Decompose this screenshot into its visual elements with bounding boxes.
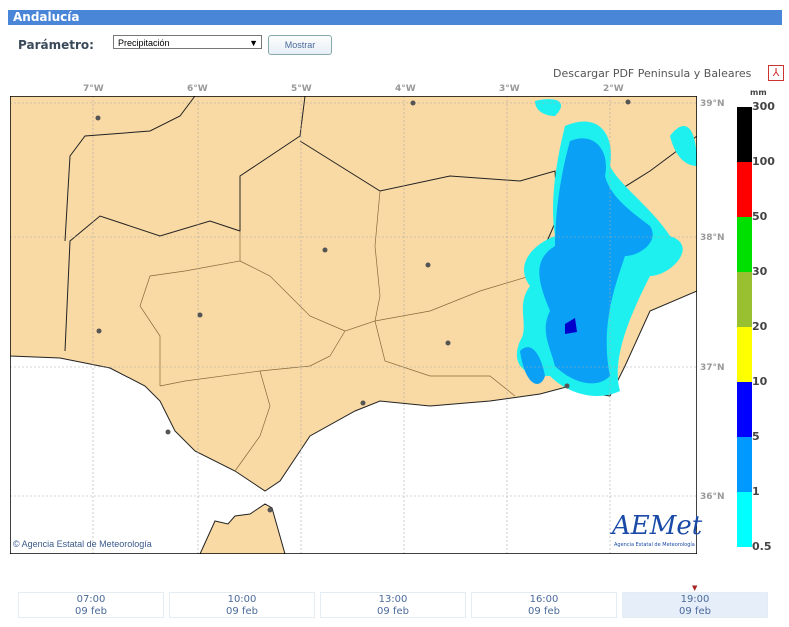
copyright-text: © Agencia Estatal de Meteorología [13, 539, 152, 549]
legend-color-swatch [737, 217, 752, 272]
dropdown-arrow-icon: ▼ [249, 38, 258, 48]
region-title: Andalucía [8, 10, 782, 25]
timeline-step[interactable]: 16:00 09 feb [471, 592, 617, 618]
longitude-tick: 5°W [291, 84, 312, 94]
timeline-time: 19:00 [680, 594, 710, 605]
longitude-tick: 6°W [187, 84, 208, 94]
timeline-time: 07:00 [76, 594, 106, 605]
legend-color-swatch [737, 162, 752, 217]
parameter-value: Precipitación [118, 38, 170, 48]
legend-label: 100 [752, 155, 775, 168]
precipitation-map [10, 96, 697, 554]
aemet-logo-subtitle: Agencia Estatal de Meteorología [614, 542, 695, 548]
legend-color-swatch [737, 437, 752, 492]
longitude-tick: 2°W [603, 84, 624, 94]
longitude-tick: 3°W [499, 84, 520, 94]
timeline-step[interactable]: 19:00 09 feb [622, 592, 768, 618]
pdf-icon[interactable]: ⅄ [768, 65, 784, 81]
legend-color-swatch [737, 107, 752, 162]
timeline-time: 10:00 [227, 594, 257, 605]
legend-label: 1 [752, 485, 760, 498]
timeline-date: 09 feb [226, 606, 258, 617]
legend-label: 20 [752, 320, 768, 333]
timeline-date: 09 feb [679, 606, 711, 617]
show-button[interactable]: Mostrar [268, 35, 332, 55]
latitude-tick: 38°N [700, 233, 725, 243]
latitude-tick: 37°N [700, 363, 725, 373]
legend-label: 30 [752, 265, 768, 278]
legend-color-swatch [737, 492, 752, 547]
land-iberia [10, 96, 697, 492]
longitude-tick: 7°W [83, 84, 104, 94]
timeline-step[interactable]: 13:00 09 feb [320, 592, 466, 618]
legend-label: 10 [752, 375, 768, 388]
timeline-step[interactable]: 07:00 09 feb [18, 592, 164, 618]
land-africa [199, 503, 286, 554]
timeline-date: 09 feb [377, 606, 409, 617]
timeline-step[interactable]: 10:00 09 feb [169, 592, 315, 618]
legend-label: 50 [752, 210, 768, 223]
timeline-date: 09 feb [528, 606, 560, 617]
latitude-tick: 39°N [700, 99, 725, 109]
legend-label: 300 [752, 100, 775, 113]
longitude-tick: 4°W [395, 84, 416, 94]
aemet-logo: AEMet [612, 511, 703, 541]
timeline-date: 09 feb [75, 606, 107, 617]
selected-time-marker: ▼ [692, 584, 698, 592]
legend-color-swatch [737, 327, 752, 382]
legend-label: 5 [752, 430, 760, 443]
download-pdf-link[interactable]: Descargar PDF Peninsula y Baleares [553, 67, 752, 80]
legend-color-swatch [737, 272, 752, 327]
timeline-time: 16:00 [529, 594, 559, 605]
precipitation-areas [516, 99, 697, 396]
parameter-select[interactable]: Precipitación ▼ [113, 35, 262, 49]
timeline-time: 13:00 [378, 594, 408, 605]
legend-unit: mm [750, 88, 767, 97]
parameter-label: Parámetro: [18, 38, 94, 52]
legend-label: 0.5 [752, 540, 772, 553]
legend-color-swatch [737, 382, 752, 437]
latitude-tick: 36°N [700, 492, 725, 502]
